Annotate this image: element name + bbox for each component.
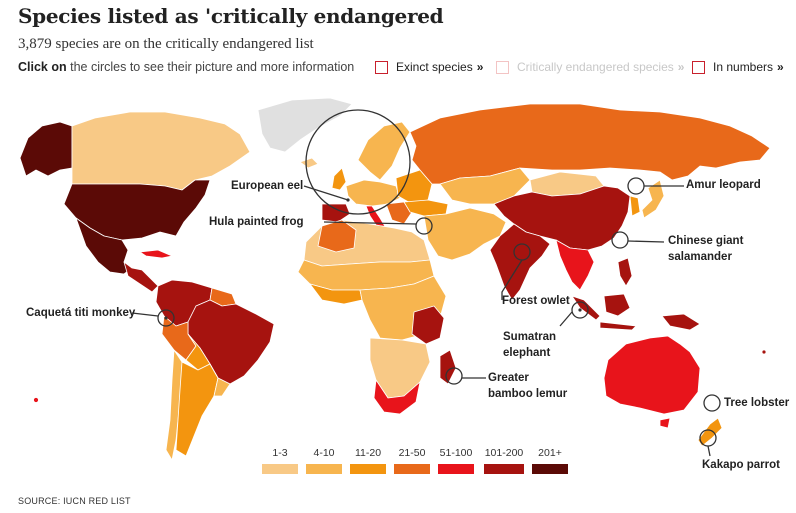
iberia bbox=[321, 203, 351, 223]
legend-item: 101-200 bbox=[484, 447, 524, 474]
chevron-right-icon: » bbox=[777, 60, 784, 74]
label-chinese-giant-salamander[interactable]: Chinese giant salamander bbox=[668, 235, 744, 263]
connector-dot bbox=[164, 316, 168, 320]
label-tree-lobster[interactable]: Tree lobster bbox=[724, 397, 790, 409]
legend-swatch bbox=[306, 464, 342, 474]
tree-lobster-circle[interactable] bbox=[703, 394, 721, 412]
connector-line bbox=[323, 221, 417, 225]
japan bbox=[641, 179, 665, 219]
scandinavia bbox=[357, 121, 411, 181]
legend-swatch bbox=[484, 464, 524, 474]
new-guinea bbox=[661, 313, 701, 331]
east-africa bbox=[411, 305, 445, 345]
page-title: Species listed as 'critically endangered bbox=[18, 4, 444, 28]
caqueta-monkey-circle[interactable] bbox=[157, 309, 175, 327]
argentina bbox=[175, 361, 219, 457]
legend-label: 201+ bbox=[538, 447, 562, 459]
new-zealand bbox=[697, 417, 723, 447]
philippines bbox=[617, 257, 633, 287]
middle-east bbox=[423, 207, 507, 261]
label-sumatran-elephant[interactable]: Sumatran elephant bbox=[503, 331, 557, 359]
europe-region-circle[interactable] bbox=[305, 109, 411, 215]
label-caqueta-titi-monkey[interactable]: Caquetá titi monkey bbox=[26, 307, 136, 319]
russia bbox=[409, 103, 771, 185]
instruction-bold: Click on bbox=[18, 60, 67, 74]
legend-label: 101-200 bbox=[484, 447, 524, 459]
toggle-label: Critically endangered species bbox=[517, 60, 674, 74]
legend-item: 11-20 bbox=[350, 447, 386, 474]
borneo-java bbox=[599, 293, 637, 331]
label-hula-painted-frog[interactable]: Hula painted frog bbox=[209, 216, 304, 228]
chevron-right-icon: » bbox=[476, 60, 484, 74]
legend-item: 4-10 bbox=[306, 447, 342, 474]
toggle-critically-endangered[interactable]: Critically endangered species » bbox=[496, 59, 684, 75]
source-note: SOURCE: IUCN RED LIST bbox=[18, 496, 131, 506]
label-kakapo-parrot[interactable]: Kakapo parrot bbox=[702, 459, 780, 471]
australia bbox=[603, 335, 701, 415]
toggle-in-numbers[interactable]: In numbers » bbox=[692, 59, 784, 75]
label-forest-owlet[interactable]: Forest owlet bbox=[502, 295, 570, 307]
toggle-checkbox[interactable] bbox=[375, 60, 388, 74]
bamboo-lemur-circle[interactable] bbox=[445, 367, 463, 385]
uk-ireland bbox=[331, 167, 347, 191]
legend-swatch bbox=[350, 464, 386, 474]
connector-line bbox=[627, 240, 665, 243]
page-subtitle: 3,879 species are on the critically enda… bbox=[18, 36, 314, 52]
legend-item: 1-3 bbox=[262, 447, 298, 474]
island-dot bbox=[761, 349, 767, 355]
label-greater-bamboo-lemur[interactable]: Greater bamboo lemur bbox=[488, 372, 568, 400]
island-dot bbox=[33, 397, 39, 403]
amur-leopard-circle[interactable] bbox=[627, 177, 645, 195]
chevron-right-icon: » bbox=[677, 60, 685, 74]
sumatran-elephant-circle[interactable] bbox=[571, 301, 589, 319]
tasmania bbox=[659, 417, 671, 429]
canada bbox=[71, 111, 251, 191]
legend-swatch bbox=[262, 464, 298, 474]
iceland bbox=[299, 157, 319, 169]
balkans bbox=[385, 201, 413, 225]
legend-label: 4-10 bbox=[313, 447, 335, 459]
legend-label: 1-3 bbox=[272, 447, 288, 459]
connector-line bbox=[501, 259, 523, 300]
alaska bbox=[19, 121, 73, 177]
instruction-text: Click on the circles to see their pictur… bbox=[18, 60, 354, 74]
legend-item: 21-50 bbox=[394, 447, 430, 474]
toggle-checkbox[interactable] bbox=[692, 60, 705, 74]
legend-label: 11-20 bbox=[354, 447, 382, 459]
connector-line bbox=[131, 312, 159, 317]
central-america bbox=[123, 261, 159, 293]
instruction-rest: the circles to see their picture and mor… bbox=[66, 60, 355, 74]
world-map bbox=[19, 97, 771, 461]
legend-swatch bbox=[394, 464, 430, 474]
toggle-extinct-species[interactable]: Exinct species » bbox=[375, 59, 483, 75]
chinese-salamander-circle[interactable] bbox=[611, 231, 629, 249]
connector-line bbox=[559, 311, 573, 327]
greenland bbox=[257, 97, 353, 153]
legend-label: 21-50 bbox=[398, 447, 426, 459]
legend-swatch bbox=[532, 464, 568, 474]
paraguay-uruguay bbox=[209, 363, 231, 397]
legend-label: 51-100 bbox=[439, 447, 473, 459]
toggle-label: In numbers bbox=[713, 60, 774, 74]
madagascar bbox=[439, 349, 457, 385]
western-europe bbox=[345, 179, 401, 207]
korea bbox=[629, 195, 641, 217]
connector-line bbox=[303, 185, 349, 201]
caribbean bbox=[139, 249, 173, 259]
connector-dot bbox=[346, 198, 350, 202]
legend-swatch bbox=[438, 464, 474, 474]
toggle-label: Exinct species bbox=[396, 60, 473, 74]
label-amur-leopard[interactable]: Amur leopard bbox=[686, 179, 761, 191]
legend-item: 51-100 bbox=[438, 447, 474, 474]
south-africa bbox=[373, 379, 421, 415]
kazakhstan bbox=[439, 167, 531, 205]
label-european-eel[interactable]: European eel bbox=[231, 180, 304, 192]
toggle-checkbox[interactable] bbox=[496, 60, 509, 74]
connector-dot bbox=[578, 308, 582, 312]
connector-line bbox=[707, 445, 711, 457]
southeast-asia bbox=[555, 239, 595, 291]
legend-item: 201+ bbox=[532, 447, 568, 474]
morocco-algeria bbox=[317, 219, 357, 253]
hula-frog-circle[interactable] bbox=[415, 217, 433, 235]
